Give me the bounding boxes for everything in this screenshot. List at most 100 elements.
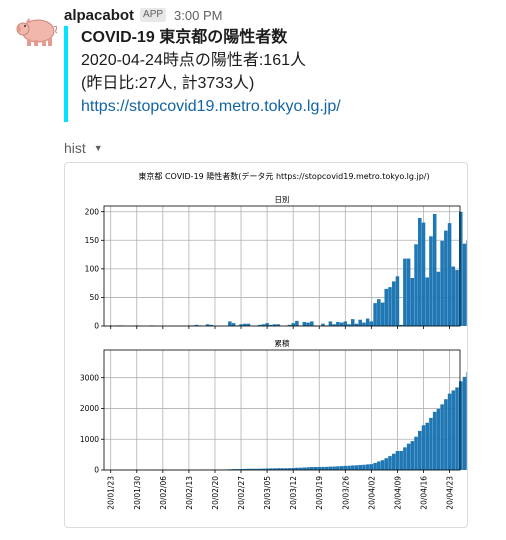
- bar-daily: [365, 318, 370, 326]
- bar-daily: [257, 324, 262, 326]
- x-tick-label: 20/03/26: [341, 476, 350, 510]
- bar-daily: [276, 324, 281, 326]
- bar-cumulative: [328, 466, 333, 470]
- bar-daily: [343, 321, 348, 326]
- bar-cumulative: [358, 464, 362, 470]
- caret-down-icon[interactable]: ▼: [93, 143, 103, 153]
- bar-daily: [436, 271, 441, 326]
- bar-cumulative: [384, 458, 389, 470]
- bar-cumulative: [458, 381, 463, 470]
- bar-cumulative: [254, 468, 258, 470]
- y-tick-label: 1000: [80, 435, 99, 444]
- bot-name[interactable]: alpacabot: [64, 6, 135, 24]
- bar-daily: [432, 214, 437, 326]
- bar-cumulative: [395, 451, 400, 470]
- message-header: alpacabot APP 3:00 PM: [64, 6, 222, 24]
- y-tick-label: 50: [89, 293, 99, 302]
- x-tick-label: 20/03/12: [289, 476, 298, 510]
- bar-daily: [462, 243, 467, 326]
- app-badge: APP: [140, 8, 167, 22]
- bar-cumulative: [287, 468, 292, 470]
- bar-daily: [466, 240, 470, 326]
- bar-daily: [261, 324, 266, 326]
- bar-cumulative: [339, 466, 344, 470]
- bar-cumulative: [418, 430, 422, 470]
- bar-daily: [321, 323, 325, 326]
- bar-cumulative: [276, 468, 281, 470]
- bar-cumulative: [350, 465, 355, 470]
- x-tick-label: 20/03/19: [315, 476, 324, 510]
- x-tick-label: 20/01/23: [107, 476, 116, 510]
- bar-cumulative: [313, 467, 318, 470]
- bar-cumulative: [235, 469, 240, 470]
- bar-daily: [373, 303, 377, 326]
- bar-cumulative: [391, 453, 396, 470]
- file-header[interactable]: hist ▼: [64, 140, 103, 156]
- bar-daily: [339, 322, 344, 326]
- bar-cumulative: [246, 468, 251, 470]
- message-timestamp[interactable]: 3:00 PM: [174, 7, 223, 23]
- bar-daily: [205, 324, 210, 326]
- bar-cumulative: [298, 467, 303, 470]
- bar-daily: [228, 321, 232, 326]
- bar-cumulative: [306, 467, 310, 470]
- bar-cumulative: [257, 468, 262, 470]
- attachment-title: COVID-19 東京都の陽性者数: [81, 29, 288, 46]
- bar-daily: [421, 222, 426, 326]
- bar-cumulative: [321, 466, 325, 470]
- bar-cumulative: [403, 447, 407, 470]
- bar-daily: [410, 278, 415, 326]
- covid-chart: 東京都 COVID-19 陽性者数(データ元 https://stopcovid…: [80, 171, 506, 510]
- bar-cumulative: [440, 404, 444, 470]
- file-name[interactable]: hist: [64, 140, 86, 156]
- bar-cumulative: [239, 469, 243, 470]
- bar-cumulative: [425, 422, 429, 470]
- x-tick-label: 20/04/09: [393, 476, 402, 510]
- bar-daily: [302, 322, 307, 326]
- bar-cumulative: [291, 468, 295, 470]
- bar-cumulative: [317, 467, 322, 470]
- bar-daily: [362, 322, 366, 326]
- bar-daily: [369, 321, 374, 326]
- bar-cumulative: [377, 461, 381, 470]
- bar-daily: [209, 324, 214, 326]
- bar-cumulative: [265, 468, 269, 470]
- axes-frame: [103, 205, 461, 327]
- bar-cumulative: [432, 411, 437, 470]
- bar-daily: [358, 319, 362, 326]
- x-tick-label: 20/02/27: [237, 476, 246, 510]
- bar-daily: [425, 277, 429, 326]
- bar-daily: [310, 321, 314, 326]
- bar-cumulative: [444, 399, 448, 470]
- x-tick-label: 20/01/30: [133, 476, 142, 510]
- bar-daily: [384, 288, 389, 326]
- bar-cumulative: [343, 465, 348, 470]
- bar-cumulative: [369, 464, 374, 470]
- y-tick-label: 0: [94, 322, 99, 331]
- pig-icon[interactable]: [14, 12, 58, 48]
- y-tick-label: 100: [85, 265, 100, 274]
- bar-daily: [239, 324, 243, 326]
- bar-daily: [265, 323, 269, 326]
- bar-daily: [269, 324, 273, 326]
- panel-title: 累積: [275, 338, 290, 348]
- bar-cumulative: [269, 468, 273, 470]
- bar-daily: [295, 320, 299, 326]
- bar-daily: [194, 324, 199, 326]
- y-tick-label: 150: [85, 236, 100, 245]
- bar-daily: [272, 324, 277, 326]
- bar-daily: [414, 244, 418, 326]
- panel-title: 日別: [275, 195, 290, 204]
- attachment-positive-count: 2020-04-24時点の陽性者:161人: [81, 52, 306, 69]
- bar-daily: [377, 299, 381, 326]
- x-tick-label: 20/02/13: [185, 476, 194, 510]
- x-tick-label: 20/03/05: [263, 476, 272, 510]
- x-tick-label: 20/02/20: [211, 476, 220, 510]
- bar-cumulative: [280, 468, 284, 470]
- message-attachment: COVID-19 東京都の陽性者数 2020-04-24時点の陽性者:161人 …: [64, 26, 484, 122]
- bar-cumulative: [302, 467, 307, 470]
- chart-image[interactable]: 東京都 COVID-19 陽性者数(データ元 https://stopcovid…: [64, 162, 506, 528]
- y-tick-label: 3000: [80, 373, 99, 382]
- bar-daily: [332, 324, 336, 326]
- attachment-source-link[interactable]: https://stopcovid19.metro.tokyo.lg.jp/: [81, 98, 341, 115]
